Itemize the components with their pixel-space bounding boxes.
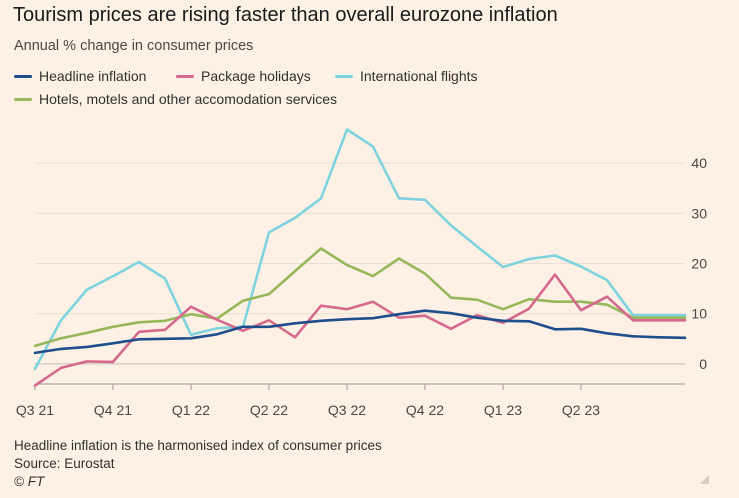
resize-corner-icon (700, 475, 709, 484)
series-line-headline-inflation (33, 309, 687, 355)
footer-source: Source: Eurostat (14, 456, 115, 471)
series-line-international-flights (33, 128, 687, 371)
legend-item-headline: Headline inflation (14, 68, 146, 84)
legend-item-hotels: Hotels, motels and other accomodation se… (14, 91, 337, 107)
x-tick-label: Q1 22 (172, 402, 210, 418)
legend-label-hotels: Hotels, motels and other accomodation se… (39, 91, 338, 107)
legend-item-package-holidays: Package holidays (176, 68, 311, 84)
legend-label-package-holidays: Package holidays (201, 68, 311, 84)
x-tick-label: Q1 23 (484, 402, 522, 418)
x-tick-label: Q2 22 (250, 402, 288, 418)
legend-label-international-flights: International flights (360, 68, 478, 84)
x-tick-label: Q4 22 (406, 402, 444, 418)
series-line-hotels-motels-and-other-accomodation-services (33, 247, 687, 348)
y-tick-label: 10 (691, 306, 707, 322)
x-tick-label: Q2 23 (562, 402, 600, 418)
footer-note: Headline inflation is the harmonised ind… (14, 438, 382, 453)
x-tick-label: Q3 21 (16, 402, 54, 418)
x-tick-label: Q3 22 (328, 402, 366, 418)
legend-swatch-hotels (14, 97, 32, 101)
legend-swatch-headline (14, 74, 32, 78)
legend-label-headline: Headline inflation (39, 68, 147, 84)
x-tick-label: Q4 21 (94, 402, 132, 418)
chart-title: Tourism prices are rising faster than ov… (13, 4, 558, 26)
y-tick-label: 20 (691, 256, 707, 272)
legend-item-international-flights: International flights (335, 68, 478, 84)
y-tick-label: 30 (691, 205, 707, 221)
footer-credit: © FT (14, 474, 45, 489)
chart-subtitle: Annual % change in consumer prices (14, 38, 254, 54)
y-tick-label: 40 (691, 155, 707, 171)
legend-swatch-package-holidays (176, 74, 194, 78)
legend-swatch-international-flights (335, 74, 353, 78)
y-tick-label: 0 (699, 356, 707, 372)
series-line-package-holidays (33, 273, 687, 387)
